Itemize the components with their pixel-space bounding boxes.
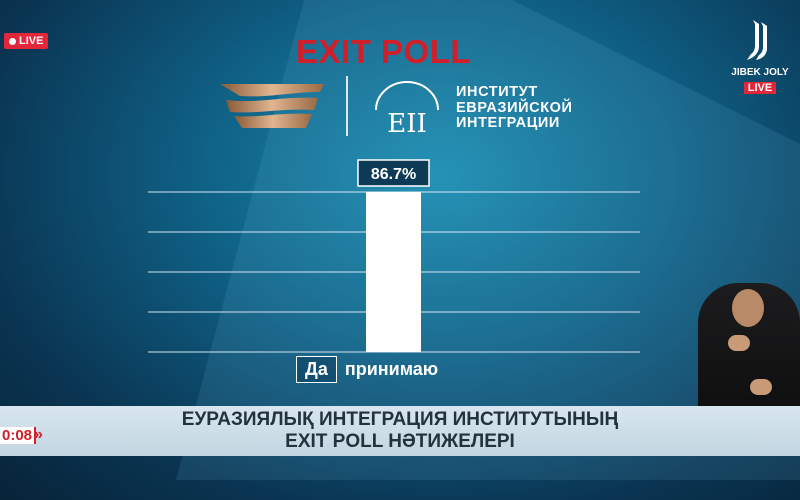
logo-divider [346, 76, 348, 136]
channel-live-badge: LIVE [743, 82, 777, 94]
page-title: EXIT POLL [296, 33, 472, 70]
channel-logo: JIBEK JOLY LIVE [730, 20, 790, 96]
live-label: LIVE [19, 35, 44, 47]
ticker-clock: 0:08 [0, 427, 37, 444]
institute-line: ИНСТИТУТ [456, 84, 538, 100]
wave-logo-icon [220, 84, 324, 128]
interpreter-head [732, 289, 764, 327]
chevron-right-icon: » [34, 426, 43, 443]
category-text: принимаю [344, 359, 439, 379]
category-label: Да принимаю [296, 356, 438, 383]
interpreter-hand [728, 335, 750, 351]
live-dot-icon [9, 37, 16, 45]
interpreter-hand [750, 379, 772, 395]
channel-name: JIBEK JOLY [731, 67, 789, 78]
eii-logo-icon: ЕII [375, 81, 439, 136]
news-ticker: ЕУРАЗИЯЛЫҚ ИНТЕГРАЦИЯ ИНСТИТУТЫНЫҢ EXIT … [0, 406, 800, 456]
svg-text:ЕII: ЕII [387, 109, 427, 136]
sign-language-interpreter [698, 283, 800, 411]
data-label: 86.7% [371, 166, 416, 183]
institute-line: ЕВРАЗИЙСКОЙ [456, 99, 573, 116]
ticker-line: EXIT POLL НӘТИЖЕЛЕРІ [285, 431, 515, 452]
institute-name: ИНСТИТУТ ЕВРАЗИЙСКОЙ ИНТЕГРАЦИИ [456, 84, 573, 132]
category-answer: Да [296, 356, 337, 383]
data-label-box [357, 159, 430, 187]
institute-line: ИНТЕГРАЦИИ [456, 115, 560, 131]
jibek-joly-logo-icon [747, 20, 767, 60]
bar [366, 192, 421, 352]
ticker-line: ЕУРАЗИЯЛЫҚ ИНТЕГРАЦИЯ ИНСТИТУТЫНЫҢ [181, 409, 619, 430]
live-badge: LIVE [4, 33, 49, 49]
